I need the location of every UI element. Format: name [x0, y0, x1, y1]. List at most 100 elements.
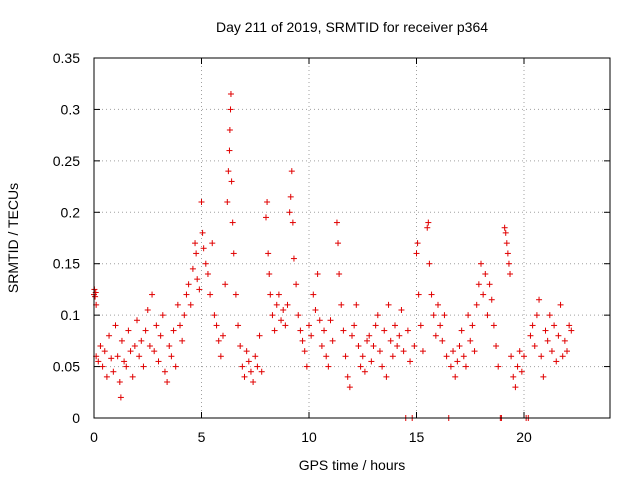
data-point: [493, 343, 500, 349]
data-point: [266, 271, 273, 277]
data-point: [447, 363, 454, 370]
data-point: [512, 384, 519, 391]
data-point: [340, 327, 347, 334]
data-point: [199, 229, 206, 236]
data-point: [297, 327, 304, 334]
data-point: [258, 368, 265, 375]
data-point: [471, 348, 478, 355]
data-point: [516, 348, 523, 355]
x-tick-label: 10: [301, 429, 317, 445]
data-point: [183, 291, 190, 298]
data-point: [355, 343, 362, 349]
data-point: [271, 327, 278, 334]
data-point: [116, 379, 123, 385]
data-point: [159, 312, 166, 319]
data-point: [349, 332, 355, 339]
data-point: [185, 281, 192, 288]
data-point: [288, 168, 295, 175]
data-point: [540, 373, 547, 380]
data-point: [264, 199, 271, 205]
data-point: [239, 363, 246, 370]
data-point: [213, 322, 220, 329]
data-point: [97, 343, 104, 349]
data-point: [318, 343, 325, 349]
data-point: [439, 337, 446, 344]
data-point: [495, 363, 502, 370]
data-point: [136, 353, 143, 360]
data-point: [475, 281, 482, 288]
data-point: [465, 312, 472, 319]
data-point: [379, 363, 386, 370]
data-point: [308, 332, 315, 339]
x-tick-label: 0: [90, 429, 98, 445]
data-point: [280, 307, 287, 313]
y-tick-label: 0.15: [53, 256, 80, 272]
data-point: [174, 301, 181, 308]
grid-lines: [94, 58, 610, 418]
data-point: [217, 353, 224, 360]
data-point: [200, 245, 207, 252]
data-point: [473, 301, 480, 308]
y-tick-label: 0.05: [53, 359, 80, 375]
data-point: [462, 363, 469, 370]
data-point: [172, 363, 179, 370]
data-point: [286, 209, 293, 216]
data-point: [430, 312, 437, 319]
data-point: [127, 348, 134, 355]
data-point: [226, 127, 233, 133]
data-point: [327, 317, 334, 324]
data-point: [385, 301, 392, 308]
data-point: [400, 348, 407, 355]
data-point: [247, 368, 254, 375]
data-point: [435, 301, 441, 308]
data-point: [346, 384, 353, 391]
data-point: [414, 240, 421, 247]
data-point: [482, 271, 489, 277]
data-point: [226, 147, 233, 154]
data-point: [411, 343, 418, 349]
data-point: [502, 229, 509, 236]
data-point: [254, 363, 261, 370]
data-point: [123, 363, 130, 370]
data-point: [426, 260, 433, 267]
data-point: [508, 353, 515, 360]
data-point: [232, 291, 239, 298]
data-point: [432, 332, 439, 339]
data-point: [269, 312, 276, 319]
data-point: [568, 327, 575, 334]
data-point: [265, 250, 272, 257]
data-point: [290, 255, 297, 262]
data-point: [252, 353, 259, 360]
data-point: [170, 327, 177, 334]
data-point: [372, 322, 379, 329]
data-point: [514, 363, 521, 370]
data-point: [295, 312, 302, 319]
data-point: [273, 301, 280, 308]
data-point: [335, 240, 342, 247]
data-point: [542, 327, 549, 334]
data-point: [140, 363, 147, 370]
data-point: [413, 250, 420, 257]
data-point: [194, 276, 201, 283]
data-point: [101, 348, 108, 355]
data-point: [179, 337, 186, 344]
data-point: [278, 317, 285, 324]
data-point: [503, 240, 510, 247]
data-point: [227, 106, 234, 113]
data-point: [267, 291, 274, 298]
data-point: [338, 301, 345, 308]
data-point: [146, 343, 153, 349]
data-point: [529, 322, 536, 329]
data-point: [376, 348, 383, 355]
data-point: [544, 337, 551, 344]
data-point: [467, 337, 474, 344]
data-point: [561, 337, 568, 344]
data-point: [389, 353, 396, 360]
data-point: [204, 271, 211, 277]
data-point: [407, 358, 414, 365]
data-point: [553, 358, 560, 365]
data-point: [501, 224, 508, 231]
data-point: [164, 379, 171, 385]
data-point: [533, 312, 540, 319]
